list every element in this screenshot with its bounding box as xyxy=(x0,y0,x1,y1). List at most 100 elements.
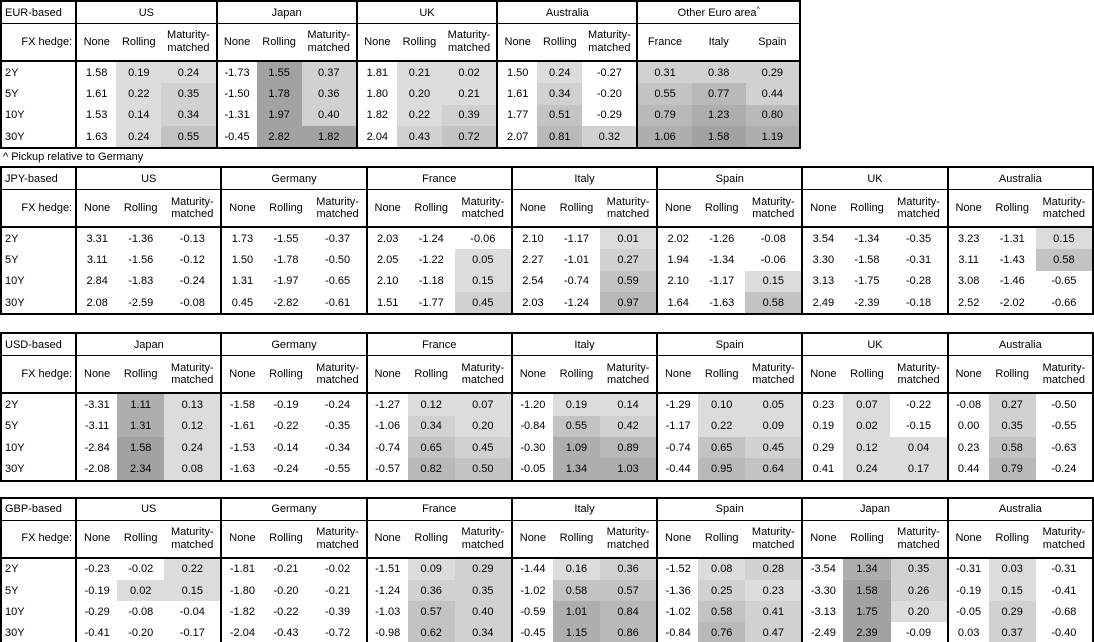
eur-based-table: EUR-based US Japan UK Australia Other Euro ar… xyxy=(0,0,801,150)
value-cell: 0.55 xyxy=(636,83,692,105)
value-cell: 0.58 xyxy=(698,601,746,623)
value-cell: 0.58 xyxy=(745,292,803,315)
value-cell: 3.11 xyxy=(946,249,989,271)
value-cell: -3.30 xyxy=(801,579,844,602)
value-cell: 0.79 xyxy=(988,458,1036,481)
value-cell: 0.16 xyxy=(552,557,601,580)
value-cell: 0.86 xyxy=(600,622,658,642)
value-cell: 0.05 xyxy=(454,249,512,271)
value-cell: -1.58 xyxy=(220,393,263,416)
value-cell: -0.23 xyxy=(75,557,118,580)
group-header: Italy xyxy=(510,167,658,191)
value-cell: -0.55 xyxy=(1035,415,1093,437)
value-cell: 0.23 xyxy=(745,579,803,602)
value-cell: 2.10 xyxy=(365,270,408,293)
hedge-col-header: Maturity-matched xyxy=(301,23,357,62)
value-cell: -1.27 xyxy=(365,393,408,416)
value-cell: 1.19 xyxy=(745,125,800,149)
value-cell: 0.08 xyxy=(164,458,222,481)
group-header: Japan xyxy=(801,497,948,521)
value-cell: 0.29 xyxy=(745,61,800,84)
value-cell: 0.55 xyxy=(161,125,217,149)
hedge-col-header: Maturity-matched xyxy=(454,189,512,229)
hedge-col-header: Maturity-matched xyxy=(309,189,367,229)
fx-hedge-prompt: FX hedge: xyxy=(1,355,78,395)
hedge-col-header: Maturity-matched xyxy=(161,23,217,62)
group-header: Australia xyxy=(946,497,1093,521)
value-cell: -1.02 xyxy=(656,601,699,623)
value-cell: -1.77 xyxy=(407,292,455,315)
value-cell: 2.54 xyxy=(510,270,553,293)
hedge-col-header: None xyxy=(510,520,553,559)
base-currency-label: USD-based xyxy=(1,333,78,357)
value-cell: -1.46 xyxy=(988,270,1036,293)
table-row: 2Y -0.23 -0.02 0.22 -1.81 -0.21 -0.02 -1.51 0.09… xyxy=(1,557,1093,580)
value-cell: 0.03 xyxy=(988,557,1036,580)
value-cell: 1.61 xyxy=(496,83,538,105)
value-cell: 0.25 xyxy=(698,579,746,602)
hedge-col-header: Rolling xyxy=(117,355,165,395)
hedge-col-header: Maturity-matched xyxy=(890,189,948,229)
hedge-col-header: None xyxy=(510,189,553,229)
value-cell: -1.97 xyxy=(262,270,310,293)
value-cell: 0.58 xyxy=(988,436,1036,459)
value-cell: 0.34 xyxy=(161,104,217,126)
value-cell: 0.35 xyxy=(161,83,217,105)
value-cell: -1.75 xyxy=(843,270,891,293)
table-row: 2Y -3.31 1.11 0.13 -1.58 -0.19 -0.24 -1.27 0.12 0… xyxy=(1,393,1093,416)
hedge-col-header: Rolling xyxy=(256,23,302,62)
value-cell: 0.15 xyxy=(988,579,1036,602)
value-cell: -0.14 xyxy=(262,436,310,459)
value-cell: 1.77 xyxy=(496,104,538,126)
jpy-based-table: JPY-based US Germany France Italy Spain UK Aust… xyxy=(0,166,1094,316)
value-cell: -1.18 xyxy=(407,270,455,293)
hedge-col-header: None xyxy=(510,355,553,395)
value-cell: 0.97 xyxy=(600,292,658,315)
value-cell: 0.24 xyxy=(116,125,162,149)
value-cell: 1.55 xyxy=(256,61,302,84)
value-cell: 0.50 xyxy=(454,458,512,481)
value-cell: 0.24 xyxy=(164,436,222,459)
table-row: 5Y -0.19 0.02 0.15 -1.80 -0.20 -0.21 -1.24 0.36 0… xyxy=(1,579,1093,602)
value-cell: 0.20 xyxy=(454,415,512,437)
value-cell: 0.44 xyxy=(946,458,989,481)
value-cell: 0.23 xyxy=(801,393,844,416)
value-cell: 1.15 xyxy=(552,622,601,642)
value-cell: 3.13 xyxy=(801,270,844,293)
value-cell: -0.22 xyxy=(262,601,310,623)
value-cell: 0.28 xyxy=(745,557,803,580)
value-cell: 0.79 xyxy=(636,104,692,126)
value-cell: 0.27 xyxy=(988,393,1036,416)
value-cell: 2.10 xyxy=(510,227,553,250)
group-header: France xyxy=(365,167,512,191)
maturity-row-label: 2Y xyxy=(1,557,78,580)
value-cell: 1.64 xyxy=(656,292,699,315)
jpy-based-table-slot: JPY-based US Germany France Italy Spain UK Aust… xyxy=(0,166,1094,316)
hedge-col-header: Rolling xyxy=(537,23,583,62)
value-cell: 0.22 xyxy=(396,104,442,126)
value-cell: 1.78 xyxy=(256,83,302,105)
value-cell: 2.34 xyxy=(117,458,165,481)
value-cell: 2.05 xyxy=(365,249,408,271)
value-cell: -2.49 xyxy=(801,622,844,642)
value-cell: -2.08 xyxy=(75,458,118,481)
hedge-col-header: None xyxy=(215,23,257,62)
value-cell: -0.17 xyxy=(164,622,222,642)
value-cell: -1.20 xyxy=(510,393,553,416)
table-row: 10Y 1.53 0.14 0.34 -1.31 1.97 0.40 1.82 0.22 0.39… xyxy=(1,104,800,126)
value-cell: -1.24 xyxy=(407,227,455,250)
value-cell: 1.09 xyxy=(552,436,600,459)
value-cell: 1.06 xyxy=(636,125,692,149)
gbp-based-table-slot: GBP-based US Germany France Italy Spain Japan A… xyxy=(0,496,1094,642)
value-cell: 0.29 xyxy=(454,557,512,580)
value-cell: -0.74 xyxy=(365,436,408,459)
value-cell: 0.22 xyxy=(164,557,222,580)
hedge-col-header: Rolling xyxy=(117,189,165,229)
hedge-col-header: Maturity-matched xyxy=(454,355,512,395)
group-header: Australia xyxy=(946,167,1093,191)
hedge-col-header: Maturity-matched xyxy=(441,23,498,62)
value-cell: -1.22 xyxy=(407,249,455,271)
value-cell: 1.58 xyxy=(843,579,891,602)
hedge-col-header: Maturity-matched xyxy=(600,520,658,559)
